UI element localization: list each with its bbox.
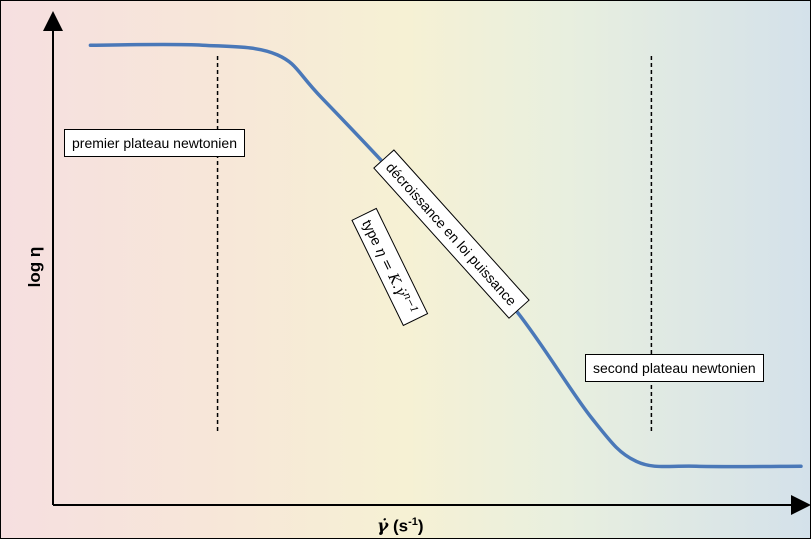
viscosity-curve (88, 42, 803, 469)
x-axis-symbol: γ̇ (377, 516, 389, 537)
first-plateau-label: premier plateau newtonien (64, 129, 245, 157)
x-axis-unit-exp: -1 (408, 516, 418, 528)
y-axis-label: log η (25, 246, 44, 288)
second-plateau-label: second plateau newtonien (585, 354, 764, 382)
formula-exponent: n−1 (400, 291, 420, 315)
x-axis-unit-base: (s (392, 516, 409, 536)
x-axis-unit-close: ) (417, 516, 424, 536)
x-axis-label: γ̇ (s-1) (377, 516, 424, 537)
